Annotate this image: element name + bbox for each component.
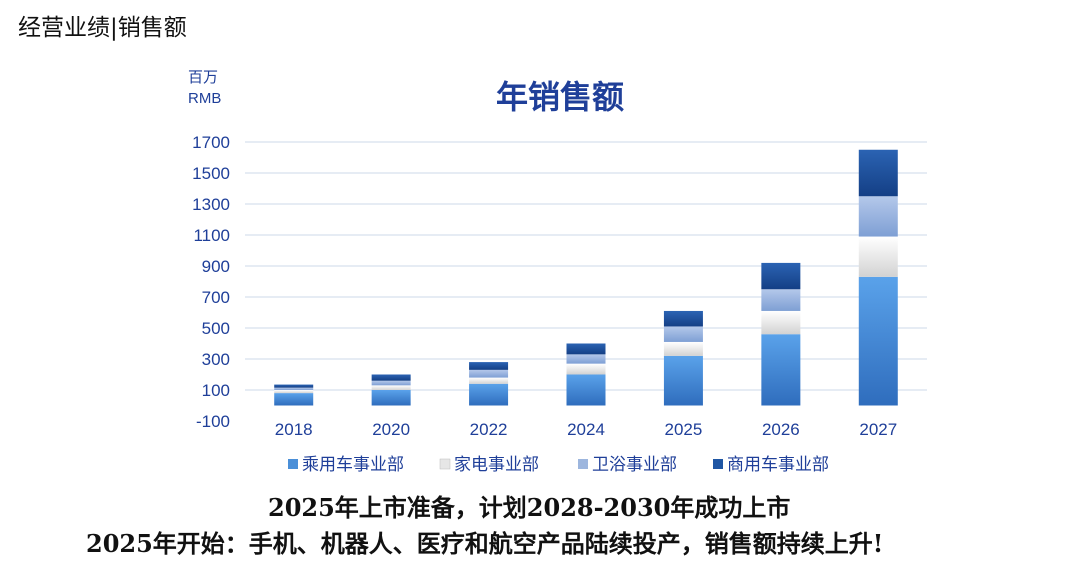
bar-segment [469,362,509,370]
legend-label: 乘用车事业部 [302,455,404,475]
legend-swatch [288,459,298,469]
bar-segment [371,374,411,381]
bar-segment [761,289,801,311]
bar-segment [761,310,801,335]
y-tick-label: -100 [196,412,230,431]
bar-segment [566,374,606,406]
legend: 乘用车事业部 家电事业部 卫浴事业部 商用车事业部 [288,455,829,475]
bar-segment [663,310,703,327]
bar-segment [371,390,411,406]
bar-segment [761,334,801,406]
x-tick-label: 2026 [762,420,800,439]
bar-segment [566,354,606,364]
bar-segment [663,326,703,342]
bar-segment [274,390,314,394]
bar-segment [663,355,703,406]
y-tick-label: 500 [202,319,230,338]
bar-segment [274,387,314,390]
bar-segment [858,196,898,237]
bar-segment [469,377,509,384]
x-tick-label: 2020 [372,420,410,439]
y-axis-ticks: 1700 1500 1300 1100 900 700 500 300 100 -100 [192,133,230,431]
x-axis-ticks: 2018 2020 2022 2024 2025 2026 2027 [275,420,897,439]
bar-segment [371,380,411,386]
bar-segment [469,383,509,406]
y-tick-label: 700 [202,288,230,307]
x-tick-label: 2027 [859,420,897,439]
y-tick-label: 1500 [192,164,230,183]
bar-segment [858,149,898,197]
legend-label: 卫浴事业部 [592,455,677,475]
bar-segment [858,276,898,406]
caption-line-1: 2025年上市准备，计划2028-2030年成功上市 [268,493,791,522]
unit-label-rmb: RMB [188,90,221,107]
y-tick-label: 100 [202,381,230,400]
legend-swatch [713,459,723,469]
chart-title: 年销售额 [496,78,624,116]
bar-segment [274,384,314,388]
page-header: 经营业绩|销售额 [18,15,187,41]
legend-swatch [578,459,588,469]
x-tick-label: 2022 [470,420,508,439]
bar-segment [858,236,898,277]
y-tick-label: 900 [202,257,230,276]
legend-label: 家电事业部 [454,455,539,475]
bar-segment [371,385,411,390]
gridlines [245,141,927,391]
unit-label: 百万 [188,69,218,86]
x-tick-label: 2024 [567,420,605,439]
caption-line-2: 2025年开始：手机、机器人、医疗和航空产品陆续投产，销售额持续上升! [86,529,884,558]
legend-label: 商用车事业部 [727,455,829,475]
bar-segment [566,363,606,375]
y-tick-label: 1300 [192,195,230,214]
bar-segment [761,262,801,290]
y-tick-label: 1700 [192,133,230,152]
x-tick-label: 2018 [275,420,313,439]
legend-swatch [439,458,451,470]
bars [274,149,898,406]
bar-segment [274,393,314,406]
bar-segment [663,341,703,356]
y-tick-label: 300 [202,350,230,369]
bar-segment [566,343,606,355]
x-tick-label: 2025 [665,420,703,439]
bar-segment [469,369,509,378]
y-tick-label: 1100 [193,226,230,245]
